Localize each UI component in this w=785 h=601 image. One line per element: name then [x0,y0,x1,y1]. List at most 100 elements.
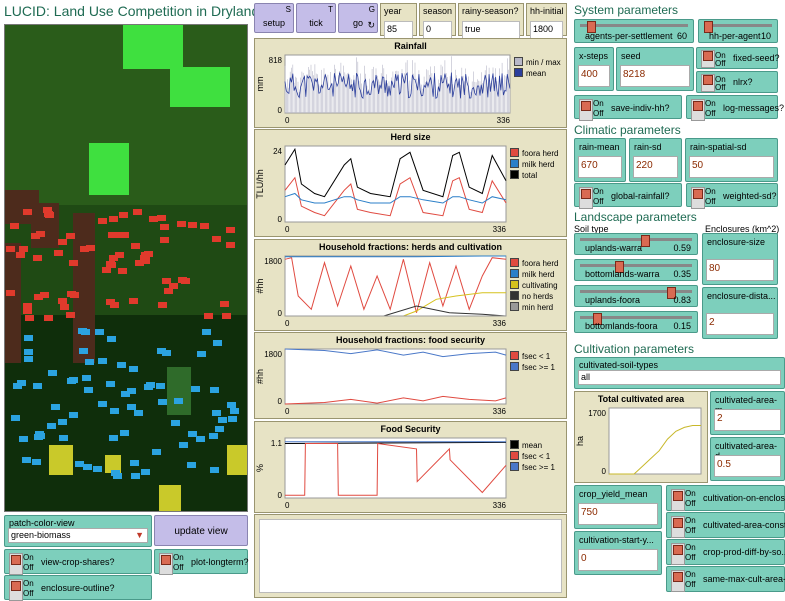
foora-herd-agent [98,218,107,224]
foora-herd-agent [86,245,95,251]
rainy-season-monitor: rainy-season? true [458,3,524,39]
plot-longterm-switch[interactable]: On Off plot-longterm? [154,549,249,575]
milk-herd-agent [48,370,57,376]
bright-patch [170,67,230,107]
rain-sd-input[interactable]: rain-sd 220 [629,138,682,182]
series-line-fsec-1 [284,348,507,358]
hh-per-agent-slider[interactable]: hh-per-agent 10 [698,19,778,43]
global-rainfall-switch[interactable]: On Off global-rainfall? [574,183,682,209]
year-monitor: year 85 [380,3,417,39]
x-min-label: 0 [285,501,290,510]
x-max-label: 336 [493,319,507,328]
series-line-foora-herd [284,257,507,313]
series-mean-line [284,71,511,100]
foora-herd-agent [6,290,15,296]
plot-area [608,407,702,475]
rainfall-plot: Rainfall 818 0 0 336 mm min / max mean [254,38,567,128]
crop-prod-diff-switch[interactable]: On Off crop-prod-diff-by-so... [666,539,785,565]
foora-herd-agent [177,221,186,227]
milk-herd-agent [95,329,104,335]
bare-soil [73,213,95,363]
milk-herd-agent [179,442,188,448]
x-steps-input[interactable]: x-steps 400 [574,47,614,91]
slider-knob [641,235,650,247]
patch-color-view-chooser[interactable]: patch-color-view green-biomass ▼ [4,515,152,547]
y-max-label: 1800 [264,350,282,359]
uplands-warra-slider[interactable]: uplands-warra 0.59 [574,233,698,255]
x-max-label: 336 [493,225,507,234]
save-indiv-hh-switch[interactable]: On Off save-indiv-hh? [574,95,682,121]
cultivation-on-enclosures-switch[interactable]: On Off cultivation-on-enclos... [666,485,785,511]
foora-herd-agent [164,288,173,294]
milk-herd-agent [51,404,60,410]
enclosure-size-input[interactable]: enclosure-size 80 [702,233,778,285]
forever-icon: ↻ [367,20,375,30]
update-view-button[interactable]: update view [154,515,248,546]
cultivated-area-const-switch[interactable]: On Off cultivated-area-const... [666,512,785,538]
milk-herd-agent [210,387,219,393]
go-button[interactable]: G go ↻ [338,3,378,33]
plot-area [284,348,507,405]
foora-herd-agent [108,232,117,238]
milk-herd-agent [117,362,126,368]
bottomlands-foora-slider[interactable]: bottomlands-foora 0.15 [574,311,698,333]
cultivated-area-d-input[interactable]: cultivated-area-d...0.5 [710,437,785,481]
view-crop-shares-switch[interactable]: On Off view-crop-shares? [4,549,152,575]
y-max-label: 1800 [264,257,282,266]
foora-herd-agent [44,315,53,321]
uplands-foora-slider[interactable]: uplands-foora 0.83 [574,285,698,307]
plot-area [284,255,507,317]
foora-herd-agent [135,260,144,266]
milk-herd-agent [120,430,129,436]
crop-yield-mean-input[interactable]: crop_yield_mean 750 [574,485,662,529]
milk-herd-agent [197,351,206,357]
foora-herd-agent [36,231,45,237]
agents-per-settlement-slider[interactable]: agents-per-settlement 60 [574,19,694,43]
rain-spatial-sd-input[interactable]: rain-spatial-sd 50 [685,138,778,182]
milk-herd-agent [187,462,196,468]
world-view[interactable] [4,24,248,512]
cultivated-soil-types-chooser[interactable]: cultivated-soil-types all [574,357,785,389]
y-max-label: 1700 [588,409,606,418]
legend-entry: cultivating [510,280,558,290]
fixed-seed-switch[interactable]: On Off fixed-seed? [696,47,780,69]
bottomlands-warra-slider[interactable]: bottomlands-warra 0.35 [574,259,698,281]
milk-herd-agent [215,426,224,432]
milk-herd-agent [188,431,197,437]
output-area[interactable] [254,514,567,598]
enclosure-outline-switch[interactable]: On Off enclosure-outline? [4,575,152,601]
y-max-label: 1.1 [271,439,283,448]
crop-patch [105,455,121,473]
tick-button[interactable]: T tick [296,3,336,33]
chooser-value: green-biomass ▼ [8,528,148,543]
milk-herd-agent [210,467,219,473]
foora-herd-agent [23,308,32,314]
seed-input[interactable]: seed 8218 [616,47,694,91]
cultivated-area-max-input[interactable]: cultivated-area-m...2 [710,391,785,435]
milk-herd-agent [152,449,161,455]
chooser-label: patch-color-view [9,518,75,528]
foora-herd-agent [23,303,32,309]
foora-herd-agent [169,283,178,289]
setup-button[interactable]: S setup [254,3,294,33]
bare-soil [5,243,21,363]
enclosure [167,367,191,415]
log-messages-switch[interactable]: On Off log-messages? [686,95,784,121]
milk-herd-agent [196,436,205,442]
milk-herd-agent [107,336,116,342]
milk-herd-agent [129,366,138,372]
legend-entry: fsec >= 1 [510,462,555,472]
plot-title: Household fractions: food security [335,335,485,345]
same-max-cult-area-switch[interactable]: On Off same-max-cult-area-... [666,566,785,592]
milk-herd-agent [121,391,130,397]
crop-patch [159,485,181,511]
foora-herd-agent [67,291,76,297]
weighted-sd-switch[interactable]: On Off weighted-sd? [686,183,778,209]
y-min-label: 0 [278,491,283,500]
nlrx-switch[interactable]: On Off nlrx? [696,71,778,93]
cultivation-start-year-input[interactable]: cultivation-start-y... 0 [574,531,662,575]
y-min-label: 0 [278,215,283,224]
rain-mean-input[interactable]: rain-mean 670 [574,138,626,182]
foora-herd-agent [40,292,49,298]
enclosure-distance-input[interactable]: enclosure-dista... 2 [702,287,778,339]
